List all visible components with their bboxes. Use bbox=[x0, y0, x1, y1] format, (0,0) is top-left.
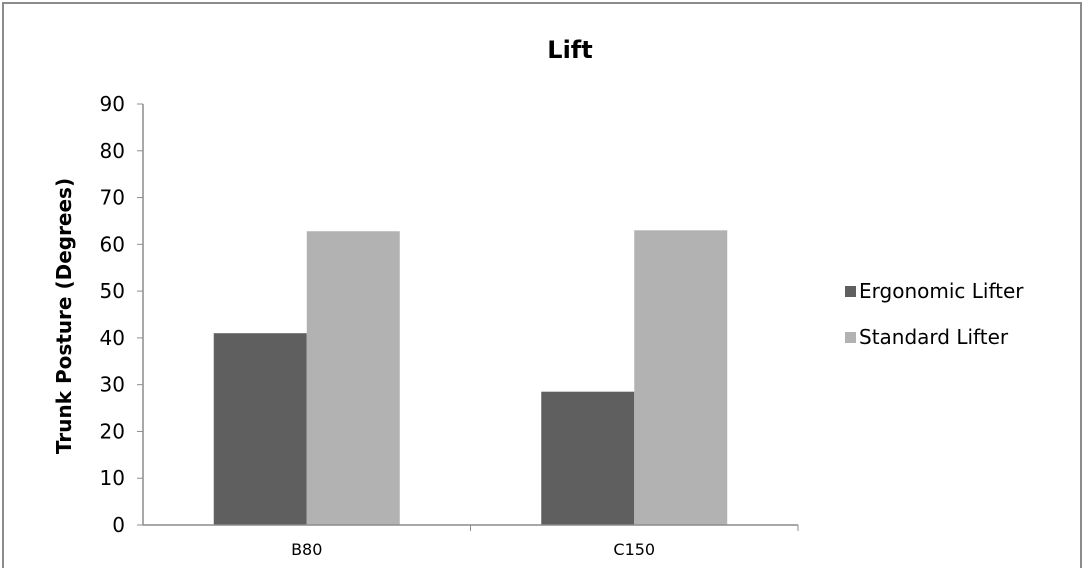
y-tick-label: 0 bbox=[112, 513, 125, 537]
legend-label: Standard Lifter bbox=[859, 325, 1009, 349]
bar-b80-ergonomic-lifter bbox=[213, 333, 307, 525]
y-tick-label: 40 bbox=[100, 326, 125, 350]
legend-swatch bbox=[845, 286, 856, 297]
y-tick-label: 30 bbox=[100, 373, 125, 397]
bar-b80-standard-lifter bbox=[306, 231, 400, 526]
y-tick-label: 80 bbox=[100, 139, 125, 163]
y-tick-label: 10 bbox=[100, 466, 125, 490]
y-tick-label: 70 bbox=[100, 186, 125, 210]
y-tick-label: 50 bbox=[100, 279, 125, 303]
y-tick-label: 60 bbox=[100, 232, 125, 256]
y-tick-label: 90 bbox=[100, 92, 125, 116]
bar-c150-standard-lifter bbox=[634, 230, 728, 526]
x-axis-categories: B80 C150 bbox=[291, 525, 799, 559]
x-category-label: C150 bbox=[613, 540, 655, 559]
legend: Ergonomic Lifter Standard Lifter bbox=[845, 279, 1024, 349]
legend-swatch bbox=[845, 332, 856, 343]
bar-c150-ergonomic-lifter bbox=[541, 391, 635, 525]
bars bbox=[213, 230, 728, 526]
y-axis-label: Trunk Posture (Degrees) bbox=[52, 178, 76, 454]
y-tick-label: 20 bbox=[100, 419, 125, 443]
y-axis-ticks: 0 10 20 30 40 50 60 70 80 90 bbox=[100, 92, 143, 537]
x-category-label: B80 bbox=[291, 540, 322, 559]
chart-title: Lift bbox=[547, 36, 592, 64]
legend-label: Ergonomic Lifter bbox=[859, 279, 1024, 303]
